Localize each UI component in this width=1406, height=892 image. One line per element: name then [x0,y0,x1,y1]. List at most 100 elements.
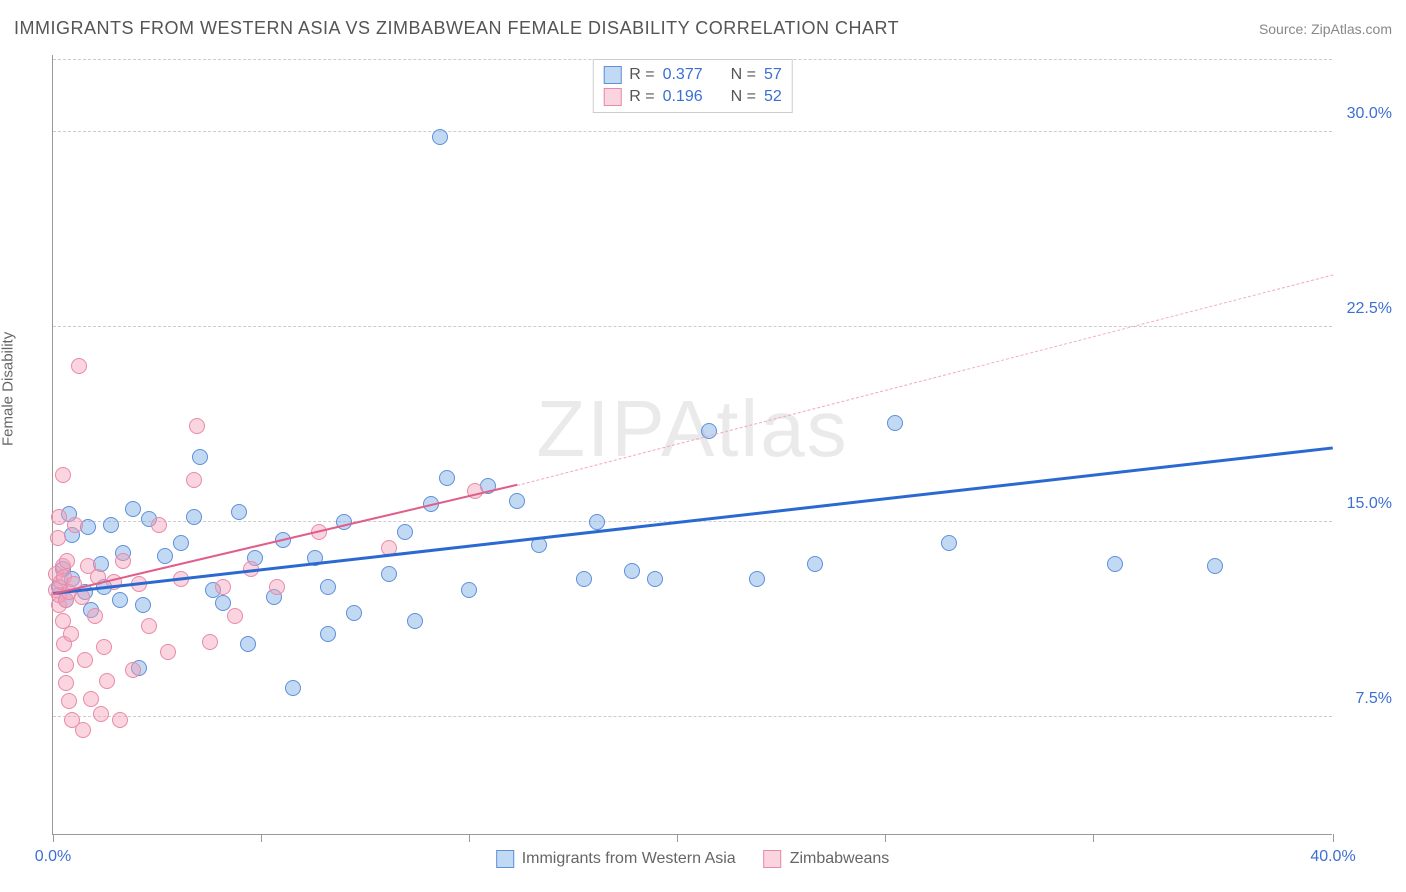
legend-swatch-icon [496,850,514,868]
x-tick [261,834,262,842]
data-point [215,579,231,595]
data-point [1107,556,1123,572]
trend-line [53,484,517,595]
data-point [647,571,663,587]
chart-header: IMMIGRANTS FROM WESTERN ASIA VS ZIMBABWE… [14,18,1392,39]
data-point [61,693,77,709]
data-point [51,509,67,525]
legend-swatch-icon [764,850,782,868]
data-point [749,571,765,587]
legend-r-label: R = [629,66,654,84]
data-point [58,657,74,673]
legend-r-value: 0.196 [663,88,703,106]
data-point [141,618,157,634]
data-point [77,652,93,668]
scatter-plot-area: ZIPAtlas R = 0.377 N = 57 R = 0.196 N = … [52,55,1332,835]
data-point [346,605,362,621]
data-point [941,535,957,551]
legend-item: Zimbabweans [764,850,890,868]
gridline [53,59,1332,60]
data-point [55,467,71,483]
data-point [125,501,141,517]
data-point [285,680,301,696]
legend-n-value: 52 [764,88,782,106]
data-point [624,563,640,579]
data-point [112,592,128,608]
gridline [53,131,1332,132]
data-point [96,639,112,655]
legend-n-label: N = [731,88,756,106]
trend-line [517,274,1333,486]
source-attribution: Source: ZipAtlas.com [1259,21,1392,37]
y-tick-label: 22.5% [1347,300,1392,318]
data-point [50,530,66,546]
gridline [53,326,1332,327]
gridline [53,716,1332,717]
data-point [887,415,903,431]
data-point [160,644,176,660]
data-point [227,608,243,624]
data-point [115,553,131,569]
data-point [151,517,167,533]
data-point [1207,558,1223,574]
data-point [93,706,109,722]
data-point [231,504,247,520]
watermark-text: ZIPAtlas [536,383,848,475]
series-legend: Immigrants from Western Asia Zimbabweans [496,850,890,868]
x-tick [53,834,54,842]
data-point [320,626,336,642]
data-point [67,517,83,533]
data-point [240,636,256,652]
y-tick-label: 15.0% [1347,495,1392,513]
legend-row: R = 0.196 N = 52 [603,86,782,108]
legend-row: R = 0.377 N = 57 [603,64,782,86]
legend-swatch-icon [603,66,621,84]
data-point [59,553,75,569]
data-point [75,722,91,738]
data-point [186,509,202,525]
legend-swatch-icon [603,88,621,106]
legend-r-label: R = [629,88,654,106]
legend-r-value: 0.377 [663,66,703,84]
data-point [112,712,128,728]
data-point [439,470,455,486]
data-point [192,449,208,465]
data-point [576,571,592,587]
data-point [157,548,173,564]
legend-series-label: Immigrants from Western Asia [522,850,736,868]
legend-item: Immigrants from Western Asia [496,850,736,868]
data-point [135,597,151,613]
x-tick [1333,834,1334,842]
data-point [432,129,448,145]
x-tick-label: 40.0% [1310,848,1355,866]
correlation-legend: R = 0.377 N = 57 R = 0.196 N = 52 [592,59,793,113]
data-point [87,608,103,624]
data-point [71,358,87,374]
data-point [320,579,336,595]
data-point [173,535,189,551]
data-point [189,418,205,434]
data-point [83,691,99,707]
data-point [125,662,141,678]
data-point [461,582,477,598]
y-tick-label: 30.0% [1347,105,1392,123]
data-point [186,472,202,488]
data-point [202,634,218,650]
legend-n-label: N = [731,66,756,84]
data-point [103,517,119,533]
data-point [269,579,285,595]
x-tick [1093,834,1094,842]
data-point [589,514,605,530]
x-tick-label: 0.0% [35,848,71,866]
data-point [215,595,231,611]
data-point [99,673,115,689]
legend-n-value: 57 [764,66,782,84]
x-tick [469,834,470,842]
y-tick-label: 7.5% [1356,690,1392,708]
x-tick [677,834,678,842]
data-point [397,524,413,540]
data-point [407,613,423,629]
y-axis-label: Female Disability [0,332,17,446]
data-point [58,675,74,691]
data-point [509,493,525,509]
